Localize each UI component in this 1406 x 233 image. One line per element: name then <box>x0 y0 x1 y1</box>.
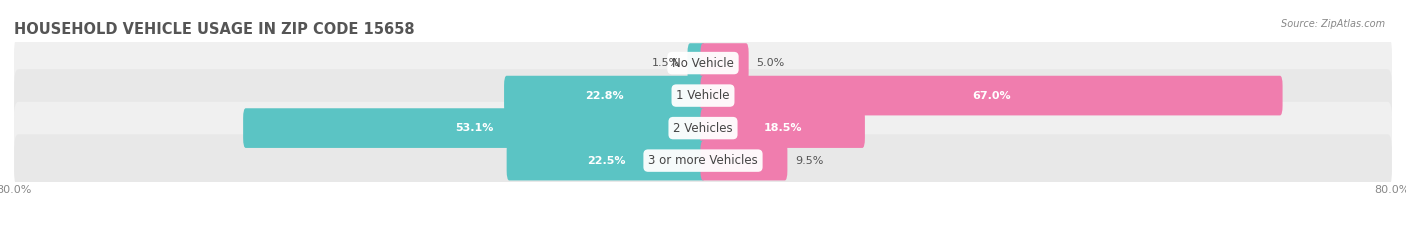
FancyBboxPatch shape <box>14 134 1392 187</box>
FancyBboxPatch shape <box>505 76 706 115</box>
Text: 22.8%: 22.8% <box>585 91 624 101</box>
Text: 1 Vehicle: 1 Vehicle <box>676 89 730 102</box>
FancyBboxPatch shape <box>688 43 706 83</box>
FancyBboxPatch shape <box>14 69 1392 122</box>
Text: Source: ZipAtlas.com: Source: ZipAtlas.com <box>1281 19 1385 29</box>
FancyBboxPatch shape <box>506 141 706 180</box>
Text: 5.0%: 5.0% <box>756 58 785 68</box>
Text: No Vehicle: No Vehicle <box>672 57 734 70</box>
Text: 53.1%: 53.1% <box>456 123 494 133</box>
Text: 67.0%: 67.0% <box>972 91 1011 101</box>
Text: 9.5%: 9.5% <box>796 156 824 166</box>
FancyBboxPatch shape <box>700 43 748 83</box>
Text: 22.5%: 22.5% <box>586 156 626 166</box>
FancyBboxPatch shape <box>14 102 1392 154</box>
FancyBboxPatch shape <box>14 37 1392 89</box>
Text: HOUSEHOLD VEHICLE USAGE IN ZIP CODE 15658: HOUSEHOLD VEHICLE USAGE IN ZIP CODE 1565… <box>14 22 415 37</box>
FancyBboxPatch shape <box>700 76 1282 115</box>
FancyBboxPatch shape <box>700 141 787 180</box>
Text: 18.5%: 18.5% <box>763 123 801 133</box>
FancyBboxPatch shape <box>700 108 865 148</box>
Text: 1.5%: 1.5% <box>651 58 679 68</box>
Text: 3 or more Vehicles: 3 or more Vehicles <box>648 154 758 167</box>
FancyBboxPatch shape <box>243 108 706 148</box>
Text: 2 Vehicles: 2 Vehicles <box>673 122 733 135</box>
Legend: Owner-occupied, Renter-occupied: Owner-occupied, Renter-occupied <box>583 230 823 233</box>
